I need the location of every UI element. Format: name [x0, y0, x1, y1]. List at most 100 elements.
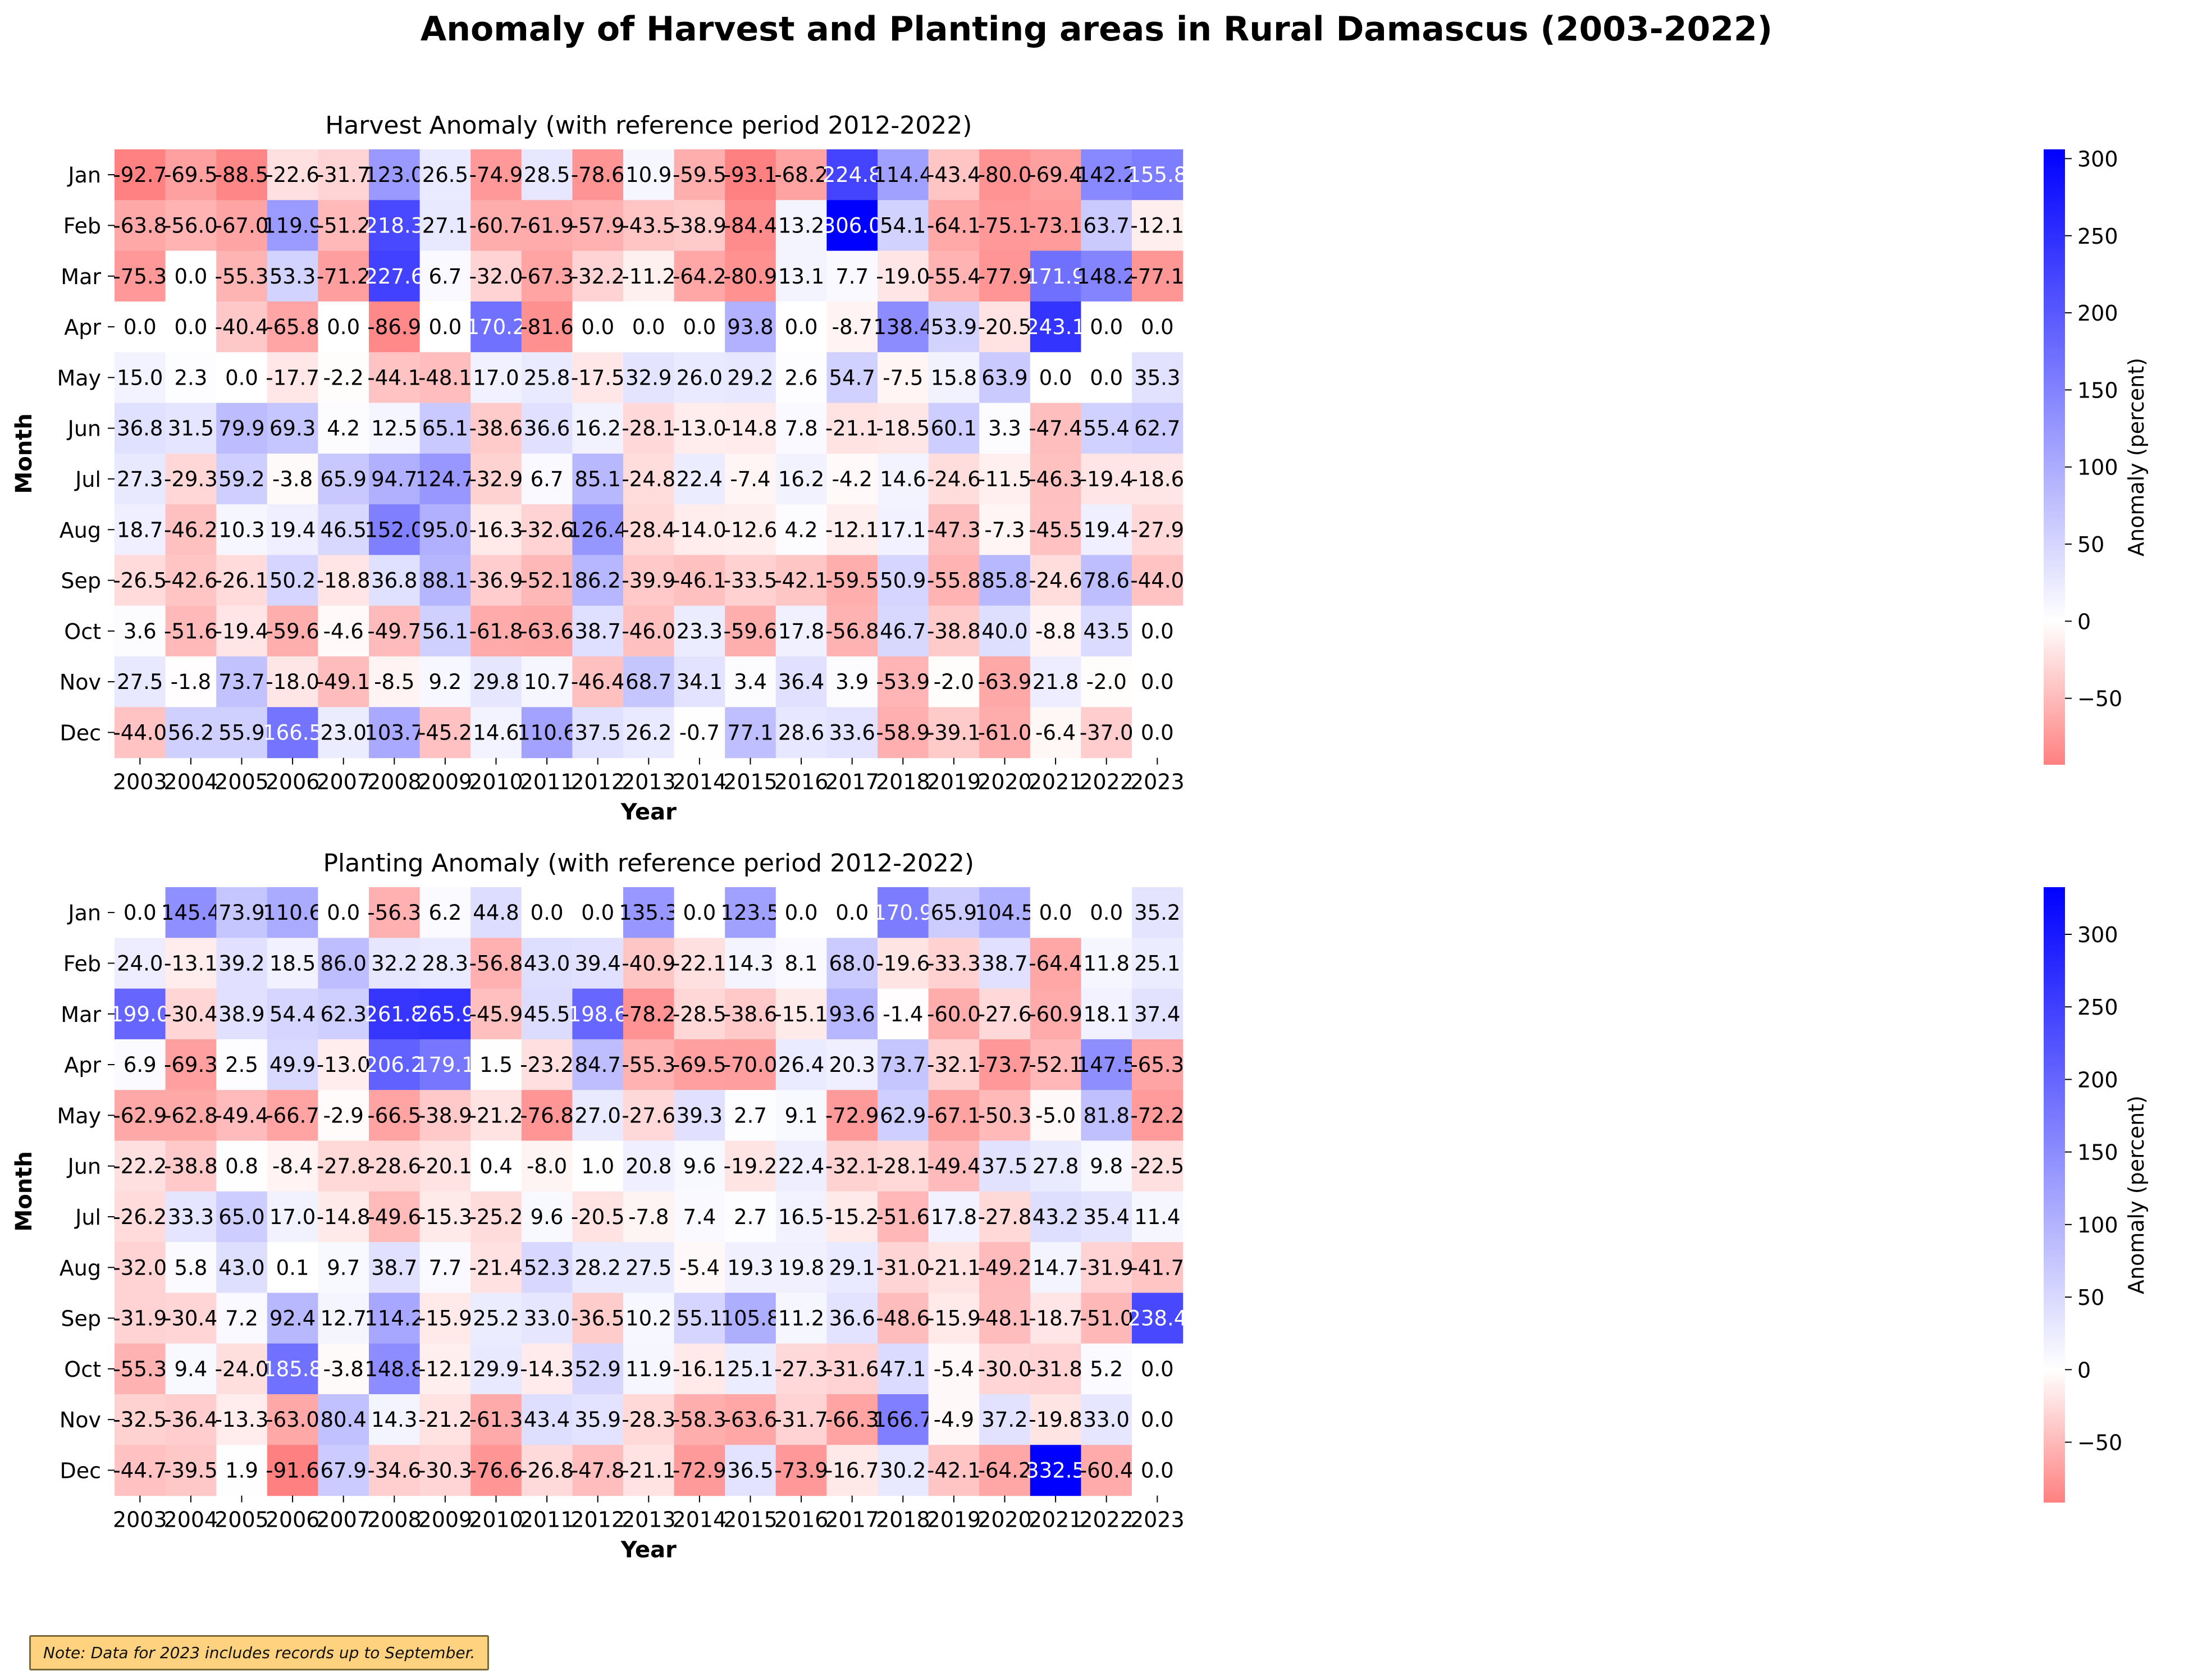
heatmap-cell [521, 1039, 573, 1090]
cell-value-label: 105.8 [721, 1307, 780, 1331]
heatmap-cell [318, 555, 369, 606]
heatmap-cell [1132, 1293, 1184, 1344]
heatmap-cell [674, 1242, 725, 1293]
heatmap-cell [928, 938, 980, 989]
heatmap-cell [419, 1293, 471, 1344]
cell-value-label: -75.3 [113, 264, 167, 289]
x-tick-label: 2023 [1130, 770, 1185, 795]
heatmap-cell [1030, 887, 1081, 938]
cell-value-label: 73.7 [880, 1053, 926, 1077]
heatmap-cell [1132, 1242, 1184, 1293]
heatmap-cell [979, 887, 1031, 938]
cell-value-label: -30.4 [164, 1002, 218, 1026]
heatmap-cell [115, 887, 166, 938]
heatmap-cell [419, 250, 471, 302]
cell-value-label: 238.4 [1127, 1307, 1187, 1331]
cell-value-label: -30.3 [418, 1458, 472, 1482]
cell-value-label: -64.2 [978, 1458, 1032, 1482]
heatmap-cell [1132, 149, 1184, 200]
cell-value-label: -46.0 [622, 619, 675, 643]
cell-value-label: -27.6 [978, 1002, 1032, 1026]
cell-value-label: 15.0 [117, 366, 163, 390]
cell-value-label: 4.2 [327, 417, 360, 441]
y-tick-label: Nov [60, 1408, 101, 1432]
heatmap-cell [1030, 200, 1081, 252]
cell-value-label: 15.8 [931, 366, 977, 390]
heatmap-cell [165, 938, 217, 989]
heatmap-cell [1132, 555, 1184, 606]
heatmap-cell [878, 1242, 929, 1293]
cell-value-label: 38.7 [575, 619, 621, 643]
cell-value-label: -5.0 [1035, 1103, 1076, 1127]
cell-value-label: -43.5 [622, 213, 675, 238]
heatmap-cell [267, 1394, 318, 1445]
colorbar-tick-label: 300 [2077, 923, 2118, 947]
heatmap-cell [521, 1445, 573, 1496]
heatmap-cell [470, 1293, 522, 1344]
cell-value-label: -19.0 [876, 264, 930, 289]
harvest-heatmap-panel: Harvest Anomaly (with reference period 2… [11, 111, 2149, 825]
cell-value-label: -28.5 [673, 1002, 727, 1026]
heatmap-cell [470, 605, 522, 657]
x-tick-label: 2014 [673, 1508, 727, 1532]
heatmap-cell [572, 403, 624, 454]
heatmap-cell [1132, 1191, 1184, 1243]
heatmap-cell [572, 200, 624, 252]
cell-value-label: -65.8 [266, 315, 319, 339]
cell-value-label: 55.4 [1084, 417, 1130, 441]
heatmap-cell [318, 988, 369, 1040]
heatmap-cell [1030, 707, 1081, 759]
cell-value-label: -15.2 [825, 1205, 879, 1229]
heatmap-cell [115, 1293, 166, 1344]
heatmap-cell [470, 1242, 522, 1293]
heatmap-cell [165, 200, 217, 252]
cell-value-label: -22.1 [673, 951, 727, 975]
heatmap-cell [470, 1394, 522, 1445]
heatmap-cell [267, 453, 318, 505]
heatmap-cell [267, 250, 318, 302]
heatmap-cell [826, 1039, 878, 1090]
heatmap-cell [878, 887, 929, 938]
cell-value-label: -64.4 [1029, 951, 1082, 975]
cell-value-label: -3.8 [323, 1357, 364, 1381]
x-tick-label: 2020 [977, 770, 1032, 795]
heatmap-cell [979, 250, 1031, 302]
cell-value-label: 243.1 [1026, 315, 1085, 339]
cell-value-label: 0.0 [1141, 619, 1174, 643]
heatmap-cell [775, 403, 827, 454]
cell-value-label: -26.8 [520, 1458, 574, 1482]
cell-value-label: 9.8 [1090, 1154, 1123, 1179]
cell-value-label: -15.1 [774, 1002, 828, 1026]
heatmap-cell [775, 555, 827, 606]
cell-value-label: -56.8 [825, 619, 879, 643]
heatmap-cell [470, 1343, 522, 1395]
cell-value-label: -32.9 [469, 467, 523, 491]
cell-value-label: 1.0 [581, 1154, 614, 1179]
cell-value-label: 0.0 [683, 901, 716, 925]
heatmap-cell [1030, 301, 1081, 353]
heatmap-cell [419, 200, 471, 252]
heatmap-cell [1081, 301, 1132, 353]
cell-value-label: 50.2 [269, 569, 316, 593]
x-tick-label: 2021 [1029, 770, 1083, 795]
cell-value-label: 94.7 [371, 467, 417, 491]
cell-value-label: 0.0 [1141, 720, 1174, 745]
cell-value-label: 38.7 [981, 951, 1027, 975]
heatmap-cell [826, 403, 878, 454]
x-tick-label: 2004 [164, 770, 218, 795]
heatmap-cell [674, 656, 725, 707]
cell-value-label: 63.9 [981, 366, 1027, 390]
heatmap-cell [725, 1039, 776, 1090]
heatmap-cell [419, 1140, 471, 1192]
heatmap-cell [1030, 656, 1081, 707]
cell-value-label: -32.1 [825, 1154, 879, 1179]
cell-value-label: 114.2 [364, 1307, 424, 1331]
cell-value-label: 35.9 [575, 1408, 621, 1432]
cell-value-label: -12.1 [825, 518, 879, 542]
heatmap-cell [878, 1140, 929, 1192]
cell-value-label: -36.4 [164, 1408, 218, 1432]
heatmap-cell [1132, 352, 1184, 404]
heatmap-cell [878, 200, 929, 252]
cell-value-label: -93.1 [724, 163, 778, 187]
